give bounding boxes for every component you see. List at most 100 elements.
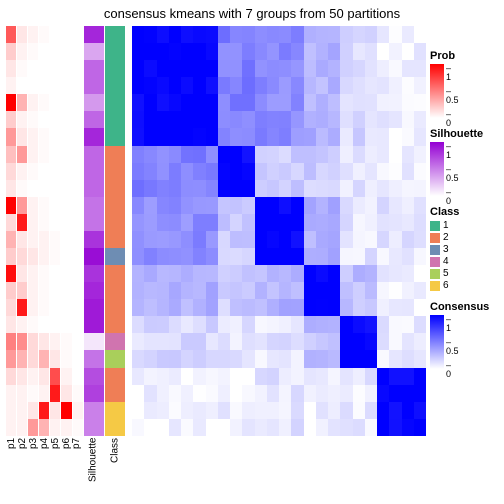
consensus-cell	[365, 333, 377, 350]
annot-cell	[84, 368, 104, 385]
annot-cell	[105, 26, 125, 43]
consensus-cell	[389, 43, 401, 60]
annot-cell	[28, 111, 38, 128]
consensus-cell	[377, 350, 389, 367]
annot-col-p2	[17, 26, 27, 436]
annot-cell	[17, 43, 27, 60]
consensus-cell	[230, 402, 242, 419]
col-label-Silhouette: Silhouette	[82, 438, 104, 498]
consensus-cell	[193, 368, 205, 385]
annot-cell	[61, 299, 71, 316]
consensus-cell	[206, 231, 218, 248]
consensus-cell	[255, 163, 267, 180]
consensus-cell	[291, 60, 303, 77]
consensus-cell	[291, 26, 303, 43]
consensus-cell	[389, 146, 401, 163]
annot-cell	[61, 265, 71, 282]
consensus-cell	[291, 146, 303, 163]
consensus-cell	[218, 77, 230, 94]
consensus-cell	[255, 214, 267, 231]
consensus-cell	[144, 43, 156, 60]
consensus-cell	[365, 128, 377, 145]
consensus-cell	[365, 26, 377, 43]
consensus-cell	[242, 248, 254, 265]
consensus-cell	[255, 299, 267, 316]
annot-cell	[73, 333, 83, 350]
consensus-cell	[206, 197, 218, 214]
annot-cell	[6, 333, 16, 350]
consensus-cell	[316, 146, 328, 163]
consensus-cell	[402, 94, 414, 111]
consensus-cell	[181, 333, 193, 350]
consensus-cell	[255, 128, 267, 145]
annot-cell	[17, 214, 27, 231]
col-label-p7: p7	[71, 438, 82, 498]
consensus-cell	[132, 128, 144, 145]
consensus-cell	[353, 77, 365, 94]
legend-swatch	[430, 221, 440, 231]
consensus-cell	[365, 146, 377, 163]
consensus-cell	[328, 333, 340, 350]
annot-cell	[50, 26, 60, 43]
consensus-cell	[267, 163, 279, 180]
consensus-cell	[218, 197, 230, 214]
consensus-cell	[132, 77, 144, 94]
annot-cell	[50, 111, 60, 128]
consensus-cell	[144, 350, 156, 367]
annot-cell	[39, 214, 49, 231]
legend-class: Class123456	[430, 206, 500, 291]
consensus-cell	[255, 385, 267, 402]
annot-cell	[73, 146, 83, 163]
consensus-cell	[304, 368, 316, 385]
consensus-cell	[389, 350, 401, 367]
consensus-cell	[267, 197, 279, 214]
consensus-cell	[144, 128, 156, 145]
consensus-cell	[402, 402, 414, 419]
annot-cell	[105, 197, 125, 214]
consensus-cell	[255, 60, 267, 77]
consensus-cell	[193, 77, 205, 94]
consensus-cell	[291, 350, 303, 367]
consensus-row	[132, 385, 426, 402]
consensus-cell	[328, 77, 340, 94]
consensus-cell	[365, 282, 377, 299]
consensus-cell	[291, 214, 303, 231]
consensus-cell	[267, 265, 279, 282]
consensus-cell	[291, 94, 303, 111]
legend-swatch	[430, 257, 440, 267]
annot-cell	[73, 94, 83, 111]
legend-title: Silhouette	[430, 128, 500, 140]
annot-cell	[84, 146, 104, 163]
consensus-cell	[328, 385, 340, 402]
annot-cell	[17, 94, 27, 111]
consensus-cell	[353, 402, 365, 419]
annot-cell	[17, 231, 27, 248]
consensus-cell	[242, 128, 254, 145]
consensus-cell	[230, 146, 242, 163]
annot-cell	[105, 299, 125, 316]
consensus-cell	[353, 368, 365, 385]
consensus-cell	[218, 402, 230, 419]
consensus-cell	[206, 163, 218, 180]
consensus-cell	[414, 282, 426, 299]
consensus-cell	[218, 128, 230, 145]
consensus-cell	[402, 60, 414, 77]
consensus-cell	[206, 385, 218, 402]
annot-cell	[105, 231, 125, 248]
legend-prob: Prob– 1– 0.5– 0	[430, 50, 500, 118]
annot-cell	[84, 77, 104, 94]
consensus-cell	[291, 111, 303, 128]
col-label-p3: p3	[28, 438, 39, 498]
annot-cell	[28, 265, 38, 282]
consensus-cell	[193, 231, 205, 248]
consensus-cell	[279, 231, 291, 248]
consensus-cell	[230, 299, 242, 316]
annot-cell	[73, 368, 83, 385]
consensus-cell	[304, 146, 316, 163]
consensus-cell	[353, 231, 365, 248]
annot-cell	[105, 419, 125, 436]
consensus-cell	[193, 402, 205, 419]
annot-cell	[6, 94, 16, 111]
consensus-cell	[193, 299, 205, 316]
consensus-cell	[132, 231, 144, 248]
